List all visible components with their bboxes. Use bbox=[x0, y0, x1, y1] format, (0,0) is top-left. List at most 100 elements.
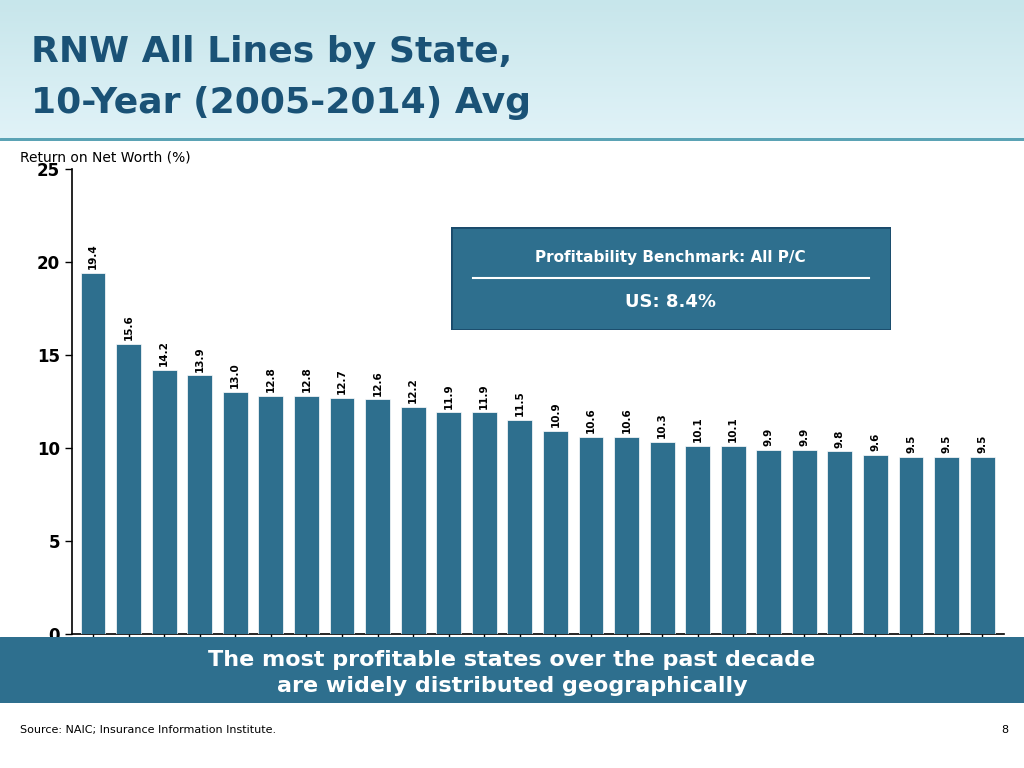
Bar bbox=[757, 449, 781, 634]
Bar bbox=[0, 0, 1024, 2]
Bar bbox=[0, 104, 1024, 105]
Bar bbox=[970, 457, 994, 634]
Text: 9.9: 9.9 bbox=[764, 428, 774, 446]
Bar bbox=[0, 114, 1024, 116]
Bar bbox=[0, 47, 1024, 48]
Bar bbox=[0, 94, 1024, 95]
Text: 12.2: 12.2 bbox=[409, 377, 418, 403]
Bar bbox=[0, 52, 1024, 54]
Bar bbox=[258, 396, 284, 634]
Bar bbox=[0, 40, 1024, 41]
Bar bbox=[0, 21, 1024, 22]
Bar bbox=[0, 121, 1024, 123]
Bar bbox=[187, 376, 212, 634]
Text: 13.9: 13.9 bbox=[195, 346, 205, 372]
Bar bbox=[0, 86, 1024, 87]
Text: 11.9: 11.9 bbox=[479, 383, 489, 409]
Bar bbox=[0, 105, 1024, 107]
Bar bbox=[0, 109, 1024, 111]
Bar bbox=[116, 343, 141, 634]
Bar bbox=[0, 51, 1024, 52]
Bar bbox=[0, 7, 1024, 8]
Bar bbox=[0, 48, 1024, 50]
Bar bbox=[0, 24, 1024, 25]
Text: Return on Net Worth (%): Return on Net Worth (%) bbox=[20, 151, 191, 164]
Text: 15.6: 15.6 bbox=[124, 314, 133, 340]
Bar bbox=[0, 3, 1024, 4]
Bar bbox=[0, 28, 1024, 29]
Bar bbox=[0, 102, 1024, 104]
Bar bbox=[543, 431, 568, 634]
Text: 12.7: 12.7 bbox=[337, 368, 347, 394]
Bar bbox=[0, 87, 1024, 88]
Bar bbox=[0, 59, 1024, 61]
Text: 13.0: 13.0 bbox=[230, 362, 241, 389]
Bar bbox=[0, 135, 1024, 137]
Text: 12.8: 12.8 bbox=[301, 366, 311, 392]
Text: RNW All Lines by State,: RNW All Lines by State, bbox=[31, 35, 512, 68]
Bar bbox=[0, 55, 1024, 57]
Bar bbox=[0, 26, 1024, 28]
Bar bbox=[0, 95, 1024, 97]
Bar bbox=[0, 15, 1024, 17]
Bar bbox=[0, 33, 1024, 35]
Text: 10.6: 10.6 bbox=[622, 407, 632, 433]
Bar bbox=[472, 412, 497, 634]
Bar bbox=[0, 18, 1024, 19]
Bar bbox=[294, 396, 318, 634]
Bar bbox=[0, 45, 1024, 47]
Bar bbox=[0, 12, 1024, 14]
Bar bbox=[0, 127, 1024, 128]
Bar bbox=[579, 436, 603, 634]
Bar bbox=[223, 392, 248, 634]
Bar bbox=[0, 84, 1024, 86]
Bar bbox=[0, 100, 1024, 101]
Text: 10.9: 10.9 bbox=[550, 402, 560, 427]
Bar bbox=[0, 112, 1024, 114]
Bar bbox=[0, 8, 1024, 10]
Bar bbox=[0, 11, 1024, 12]
Text: 8: 8 bbox=[1001, 724, 1009, 735]
Bar bbox=[649, 442, 675, 634]
Bar bbox=[685, 446, 710, 634]
Bar bbox=[0, 90, 1024, 91]
Bar bbox=[0, 25, 1024, 26]
Text: 12.8: 12.8 bbox=[266, 366, 275, 392]
Bar bbox=[0, 17, 1024, 18]
Bar bbox=[0, 108, 1024, 109]
Text: 9.5: 9.5 bbox=[906, 435, 916, 453]
Bar bbox=[152, 369, 176, 634]
Bar bbox=[507, 420, 532, 634]
Bar bbox=[0, 65, 1024, 66]
Bar bbox=[0, 76, 1024, 78]
Text: Profitability Benchmark: All P/C: Profitability Benchmark: All P/C bbox=[536, 250, 806, 265]
Text: 9.9: 9.9 bbox=[800, 428, 809, 446]
Bar bbox=[0, 133, 1024, 134]
Text: Source: NAIC; Insurance Information Institute.: Source: NAIC; Insurance Information Inst… bbox=[20, 724, 276, 735]
Bar bbox=[0, 78, 1024, 79]
Bar bbox=[0, 80, 1024, 81]
Bar bbox=[0, 91, 1024, 93]
Bar bbox=[721, 446, 745, 634]
Bar bbox=[0, 126, 1024, 127]
Bar bbox=[792, 449, 817, 634]
Bar bbox=[0, 22, 1024, 24]
Text: 10-Year (2005-2014) Avg: 10-Year (2005-2014) Avg bbox=[31, 86, 530, 120]
Text: 10.1: 10.1 bbox=[728, 416, 738, 442]
Bar bbox=[0, 58, 1024, 59]
Bar bbox=[0, 97, 1024, 98]
Bar bbox=[863, 455, 888, 634]
Bar bbox=[0, 79, 1024, 80]
Bar bbox=[0, 29, 1024, 31]
Bar bbox=[0, 73, 1024, 74]
Text: 10.1: 10.1 bbox=[692, 416, 702, 442]
Bar bbox=[0, 5, 1024, 7]
Text: 9.8: 9.8 bbox=[835, 429, 845, 448]
Bar bbox=[330, 398, 354, 634]
Bar bbox=[0, 57, 1024, 58]
Bar bbox=[0, 83, 1024, 84]
Bar bbox=[0, 31, 1024, 33]
Bar bbox=[0, 50, 1024, 51]
Bar bbox=[0, 107, 1024, 108]
Bar bbox=[0, 72, 1024, 73]
